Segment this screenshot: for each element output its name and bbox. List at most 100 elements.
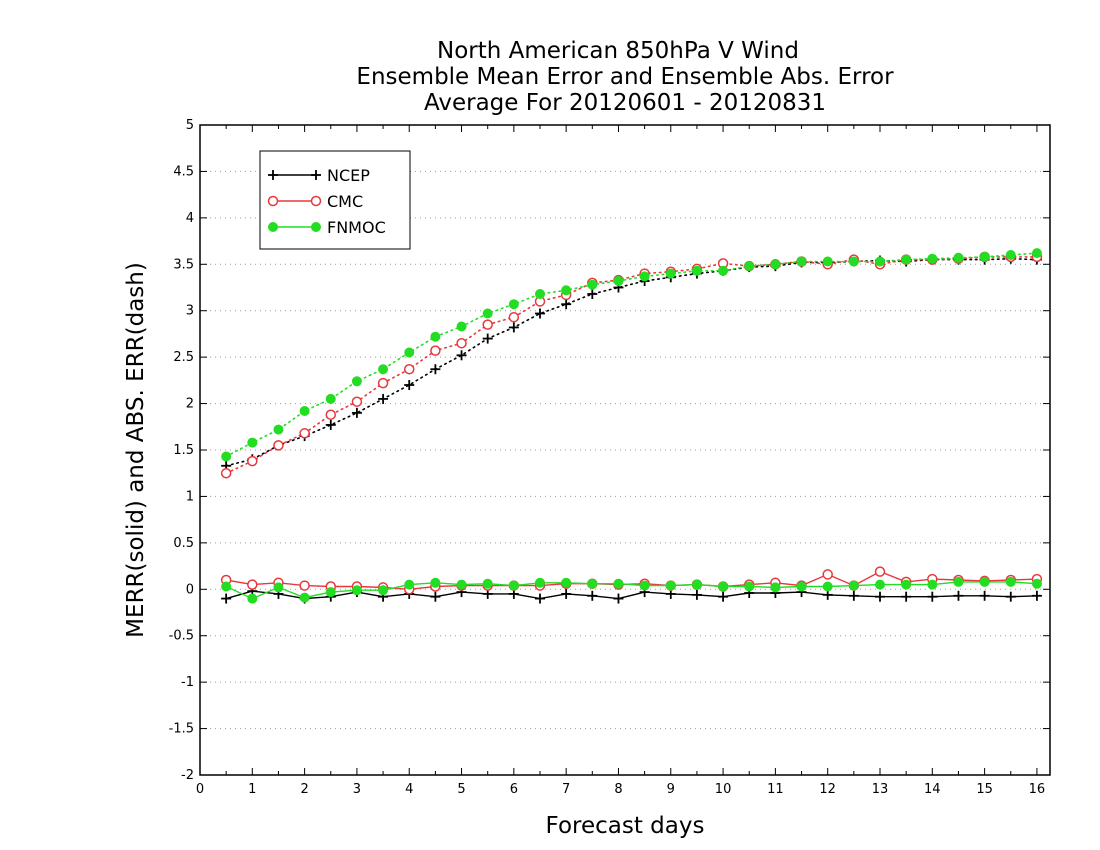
abs-err-point	[561, 285, 572, 296]
x-tick-label: 14	[924, 782, 941, 797]
abs-err-point	[561, 299, 572, 310]
merr-point	[1031, 590, 1042, 601]
abs-err-point	[535, 289, 545, 299]
abs-err-point	[220, 467, 232, 479]
abs-err-point	[351, 407, 362, 418]
x-tick-label: 5	[457, 782, 465, 797]
x-tick-label: 7	[562, 782, 570, 797]
merr-point	[535, 593, 545, 604]
abs-err-point	[456, 321, 467, 332]
abs-err-point	[273, 440, 284, 451]
abs-err-point	[404, 347, 415, 358]
merr-line-ncep	[226, 590, 1037, 600]
merr-point	[299, 592, 310, 603]
x-tick-label: 4	[405, 782, 413, 797]
merr-point	[482, 578, 493, 589]
merr-point	[587, 590, 598, 601]
abs-err-point	[482, 333, 493, 344]
legend-marker	[311, 170, 321, 180]
y-tick-label: 4	[186, 211, 194, 226]
x-tick-label: 16	[1029, 782, 1046, 797]
y-axis-label: MERR(solid) and ABS. ERR(dash)	[123, 262, 149, 638]
x-tick-label: 2	[300, 782, 308, 797]
abs-err-point	[1031, 248, 1042, 259]
legend-marker	[310, 195, 322, 207]
merr-point	[508, 580, 519, 591]
abs-err-point	[901, 254, 912, 265]
x-tick-label: 3	[353, 782, 361, 797]
legend-label: FNMOC	[327, 218, 386, 237]
y-tick-label: 4.5	[173, 164, 194, 179]
abs-err-point	[508, 322, 519, 333]
merr-point	[901, 579, 912, 590]
abs-err-point	[508, 299, 519, 310]
x-tick-label: 9	[667, 782, 675, 797]
merr-point	[691, 589, 702, 600]
abs-err-point	[482, 319, 493, 330]
abs-err-point	[822, 256, 833, 267]
y-tick-label: 0	[186, 582, 194, 597]
x-tick-label: 11	[767, 782, 784, 797]
abs-err-point	[979, 251, 990, 262]
x-tick-label: 13	[872, 782, 889, 797]
abs-err-point	[535, 308, 545, 319]
merr-point	[351, 585, 362, 596]
merr-point	[665, 580, 676, 591]
axis-ticks: 54.543.532.521.510.50-0.5-1-1.5-20 1 2 3 4 5 6…	[169, 118, 1050, 797]
merr-point	[1005, 591, 1016, 602]
series-fnmoc	[221, 248, 1042, 604]
abs-err-point	[325, 409, 337, 420]
merr-point	[822, 569, 833, 580]
abs-err-point	[953, 252, 964, 263]
abs-err-point	[403, 363, 415, 375]
abs-err-point	[273, 424, 284, 435]
x-tick-label: 8	[614, 782, 622, 797]
grid	[200, 170, 1050, 730]
merr-point	[404, 579, 415, 590]
x-tick-label: 6	[510, 782, 518, 797]
abs-err-point	[299, 406, 310, 416]
merr-point	[378, 585, 389, 596]
abs-err-point	[875, 256, 885, 267]
merr-point	[822, 589, 833, 600]
legend-item-ncep: NCEP	[268, 166, 370, 185]
abs-err-point	[718, 265, 729, 276]
merr-point	[953, 590, 964, 601]
abs-err-point	[691, 265, 702, 276]
series-ncep	[221, 253, 1042, 604]
merr-point	[587, 578, 598, 589]
x-axis-label: Forecast days	[546, 813, 705, 839]
y-tick-label: 1.5	[173, 443, 194, 458]
x-tick-label: 15	[976, 782, 993, 797]
merr-point	[1031, 578, 1042, 589]
merr-point	[456, 579, 467, 590]
merr-point	[691, 579, 702, 590]
merr-point	[221, 581, 232, 592]
abs-err-point	[639, 271, 650, 282]
merr-point	[561, 577, 572, 588]
abs-err-point	[508, 311, 520, 323]
legend-label: CMC	[327, 192, 363, 211]
abs-err-point	[377, 377, 389, 389]
abs-err-point	[378, 364, 389, 375]
merr-point	[770, 582, 781, 593]
merr-point	[247, 579, 258, 590]
merr-point	[979, 576, 990, 587]
y-tick-label: -1	[181, 675, 194, 690]
merr-point	[1005, 576, 1016, 587]
y-tick-label: 5	[186, 118, 194, 133]
abs-err-point	[613, 276, 624, 286]
merr-point	[927, 591, 938, 602]
abs-err-point	[221, 451, 232, 462]
abs-err-point	[848, 256, 859, 267]
legend-box	[259, 150, 411, 250]
legend-marker	[267, 195, 279, 207]
merr-point	[744, 581, 755, 592]
abs-err-point	[430, 331, 441, 342]
abs-err-point	[351, 396, 363, 407]
y-tick-label: -0.5	[169, 629, 194, 644]
y-tick-label: 3	[186, 304, 194, 319]
abs-err-point	[456, 337, 467, 349]
merr-point	[979, 590, 990, 601]
abs-err-line-ncep	[225, 257, 1038, 467]
